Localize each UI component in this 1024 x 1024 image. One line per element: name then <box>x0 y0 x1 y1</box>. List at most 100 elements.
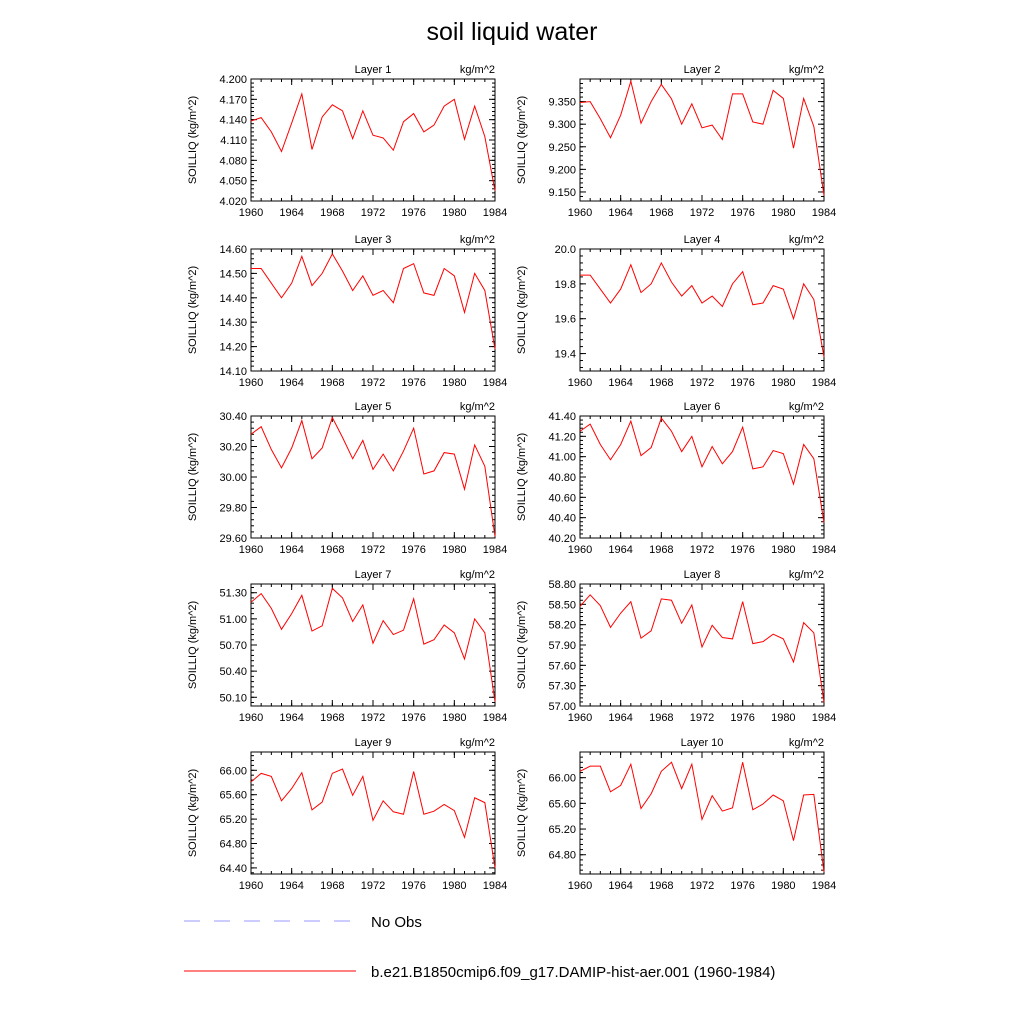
plot-frame <box>579 248 825 372</box>
x-tick-label: 1976 <box>401 377 425 389</box>
x-tick-label: 1976 <box>730 880 754 892</box>
y-tick-label: 58.80 <box>548 579 576 591</box>
y-tick-label: 41.20 <box>548 431 576 443</box>
y-tick-label: 14.40 <box>219 293 247 305</box>
plot-frame <box>250 751 496 875</box>
x-tick-label: 1976 <box>730 207 754 219</box>
x-tick-label: 1980 <box>442 207 466 219</box>
y-tick-label: 65.20 <box>548 824 576 836</box>
legend: No Obs b.e21.B1850cmip6.f09_g17.DAMIP-his… <box>184 914 775 981</box>
y-tick-label: 29.80 <box>219 503 247 515</box>
y-tick-label: 65.60 <box>548 798 576 810</box>
series-line-layer-2 <box>579 79 825 196</box>
y-axis-label: SOILLIQ (kg/m^2) <box>516 769 528 857</box>
x-tick-label: 1984 <box>483 712 507 724</box>
y-tick-label: 57.00 <box>548 701 576 713</box>
plot-frame <box>250 583 496 707</box>
panel-units: kg/m^2 <box>460 401 495 413</box>
panel-title: Layer 4 <box>684 234 721 246</box>
y-tick-label: 65.60 <box>219 790 247 802</box>
x-tick-label: 1976 <box>401 712 425 724</box>
x-tick-label: 1964 <box>279 544 303 556</box>
panel-units: kg/m^2 <box>789 569 824 581</box>
y-tick-label: 57.60 <box>548 660 576 672</box>
panel-title: Layer 3 <box>355 234 392 246</box>
x-tick-label: 1960 <box>568 712 592 724</box>
y-tick-label: 4.170 <box>219 94 247 106</box>
x-tick-label: 1964 <box>608 377 632 389</box>
x-tick-label: 1984 <box>483 377 507 389</box>
x-tick-label: 1976 <box>401 207 425 219</box>
panel-layer-10: Layer 10 kg/m^2 1960 1964 1968 1972 1976 1980 19… <box>516 737 836 892</box>
x-tick-label: 1964 <box>279 377 303 389</box>
x-tick-label: 1968 <box>649 712 673 724</box>
y-tick-label: 41.00 <box>548 452 576 464</box>
x-tick-label: 1972 <box>690 207 714 219</box>
panel-layer-1: Layer 1 kg/m^2 1960 1964 1968 1972 1976 1980 198… <box>187 64 507 219</box>
y-tick-label: 40.40 <box>548 513 576 525</box>
panel-units: kg/m^2 <box>789 401 824 413</box>
x-tick-label: 1984 <box>812 377 836 389</box>
y-tick-label: 57.30 <box>548 681 576 693</box>
legend-label-1: No Obs <box>371 914 422 931</box>
panel-layer-5: Layer 5 kg/m^2 1960 1964 1968 1972 1976 1980 198… <box>187 401 507 556</box>
series-line-layer-6 <box>579 416 825 523</box>
y-tick-label: 19.6 <box>555 314 576 326</box>
y-tick-label: 50.10 <box>219 692 247 704</box>
y-tick-label: 30.20 <box>219 442 247 454</box>
x-tick-label: 1968 <box>320 712 344 724</box>
y-tick-label: 9.150 <box>548 187 576 199</box>
y-tick-label: 14.20 <box>219 342 247 354</box>
y-axis-label: SOILLIQ (kg/m^2) <box>516 96 528 184</box>
x-tick-label: 1972 <box>361 207 385 219</box>
y-tick-label: 50.40 <box>219 666 247 678</box>
x-tick-label: 1980 <box>442 880 466 892</box>
y-axis-label: SOILLIQ (kg/m^2) <box>516 266 528 354</box>
panel-title: Layer 7 <box>355 569 392 581</box>
y-tick-label: 58.20 <box>548 620 576 632</box>
y-tick-label: 14.10 <box>219 366 247 378</box>
panel-title: Layer 1 <box>355 64 392 76</box>
x-tick-label: 1960 <box>239 880 263 892</box>
y-tick-label: 66.00 <box>548 773 576 785</box>
x-tick-label: 1964 <box>279 712 303 724</box>
x-tick-label: 1984 <box>812 207 836 219</box>
x-tick-label: 1968 <box>649 544 673 556</box>
series-line-layer-4 <box>580 261 825 358</box>
x-tick-label: 1976 <box>401 880 425 892</box>
series-line-layer-5 <box>250 416 496 537</box>
y-tick-label: 66.00 <box>219 765 247 777</box>
series-line-layer-7 <box>250 587 496 702</box>
y-tick-label: 9.200 <box>548 164 576 176</box>
y-tick-label: 19.8 <box>555 279 576 291</box>
panel-layer-7: Layer 7 kg/m^2 1960 1964 1968 1972 1976 1980 198… <box>187 569 507 724</box>
y-tick-label: 58.50 <box>548 599 576 611</box>
x-tick-label: 1964 <box>608 207 632 219</box>
x-tick-label: 1976 <box>730 712 754 724</box>
y-tick-label: 4.110 <box>220 135 247 147</box>
x-tick-label: 1976 <box>730 377 754 389</box>
page-title: soil liquid water <box>427 18 598 46</box>
y-axis-label: SOILLIQ (kg/m^2) <box>516 433 528 521</box>
x-tick-label: 1964 <box>608 544 632 556</box>
y-tick-label: 9.300 <box>548 119 576 131</box>
panel-title: Layer 9 <box>355 737 392 749</box>
x-tick-label: 1960 <box>239 712 263 724</box>
y-tick-label: 14.30 <box>219 317 247 329</box>
panel-units: kg/m^2 <box>460 569 495 581</box>
x-tick-label: 1960 <box>239 377 263 389</box>
x-tick-label: 1960 <box>239 544 263 556</box>
x-tick-label: 1984 <box>483 544 507 556</box>
panel-layer-9: Layer 9 kg/m^2 1960 1964 1968 1972 1976 1980 198… <box>187 737 507 892</box>
x-tick-label: 1964 <box>279 880 303 892</box>
x-tick-label: 1980 <box>442 544 466 556</box>
x-tick-label: 1984 <box>812 544 836 556</box>
series-line-layer-1 <box>250 91 496 191</box>
panel-units: kg/m^2 <box>789 64 824 76</box>
panel-title: Layer 6 <box>684 401 721 413</box>
y-tick-label: 9.250 <box>548 142 576 154</box>
plot-frame <box>250 248 496 372</box>
series-line-layer-3 <box>251 252 496 350</box>
y-tick-label: 4.050 <box>219 176 247 188</box>
